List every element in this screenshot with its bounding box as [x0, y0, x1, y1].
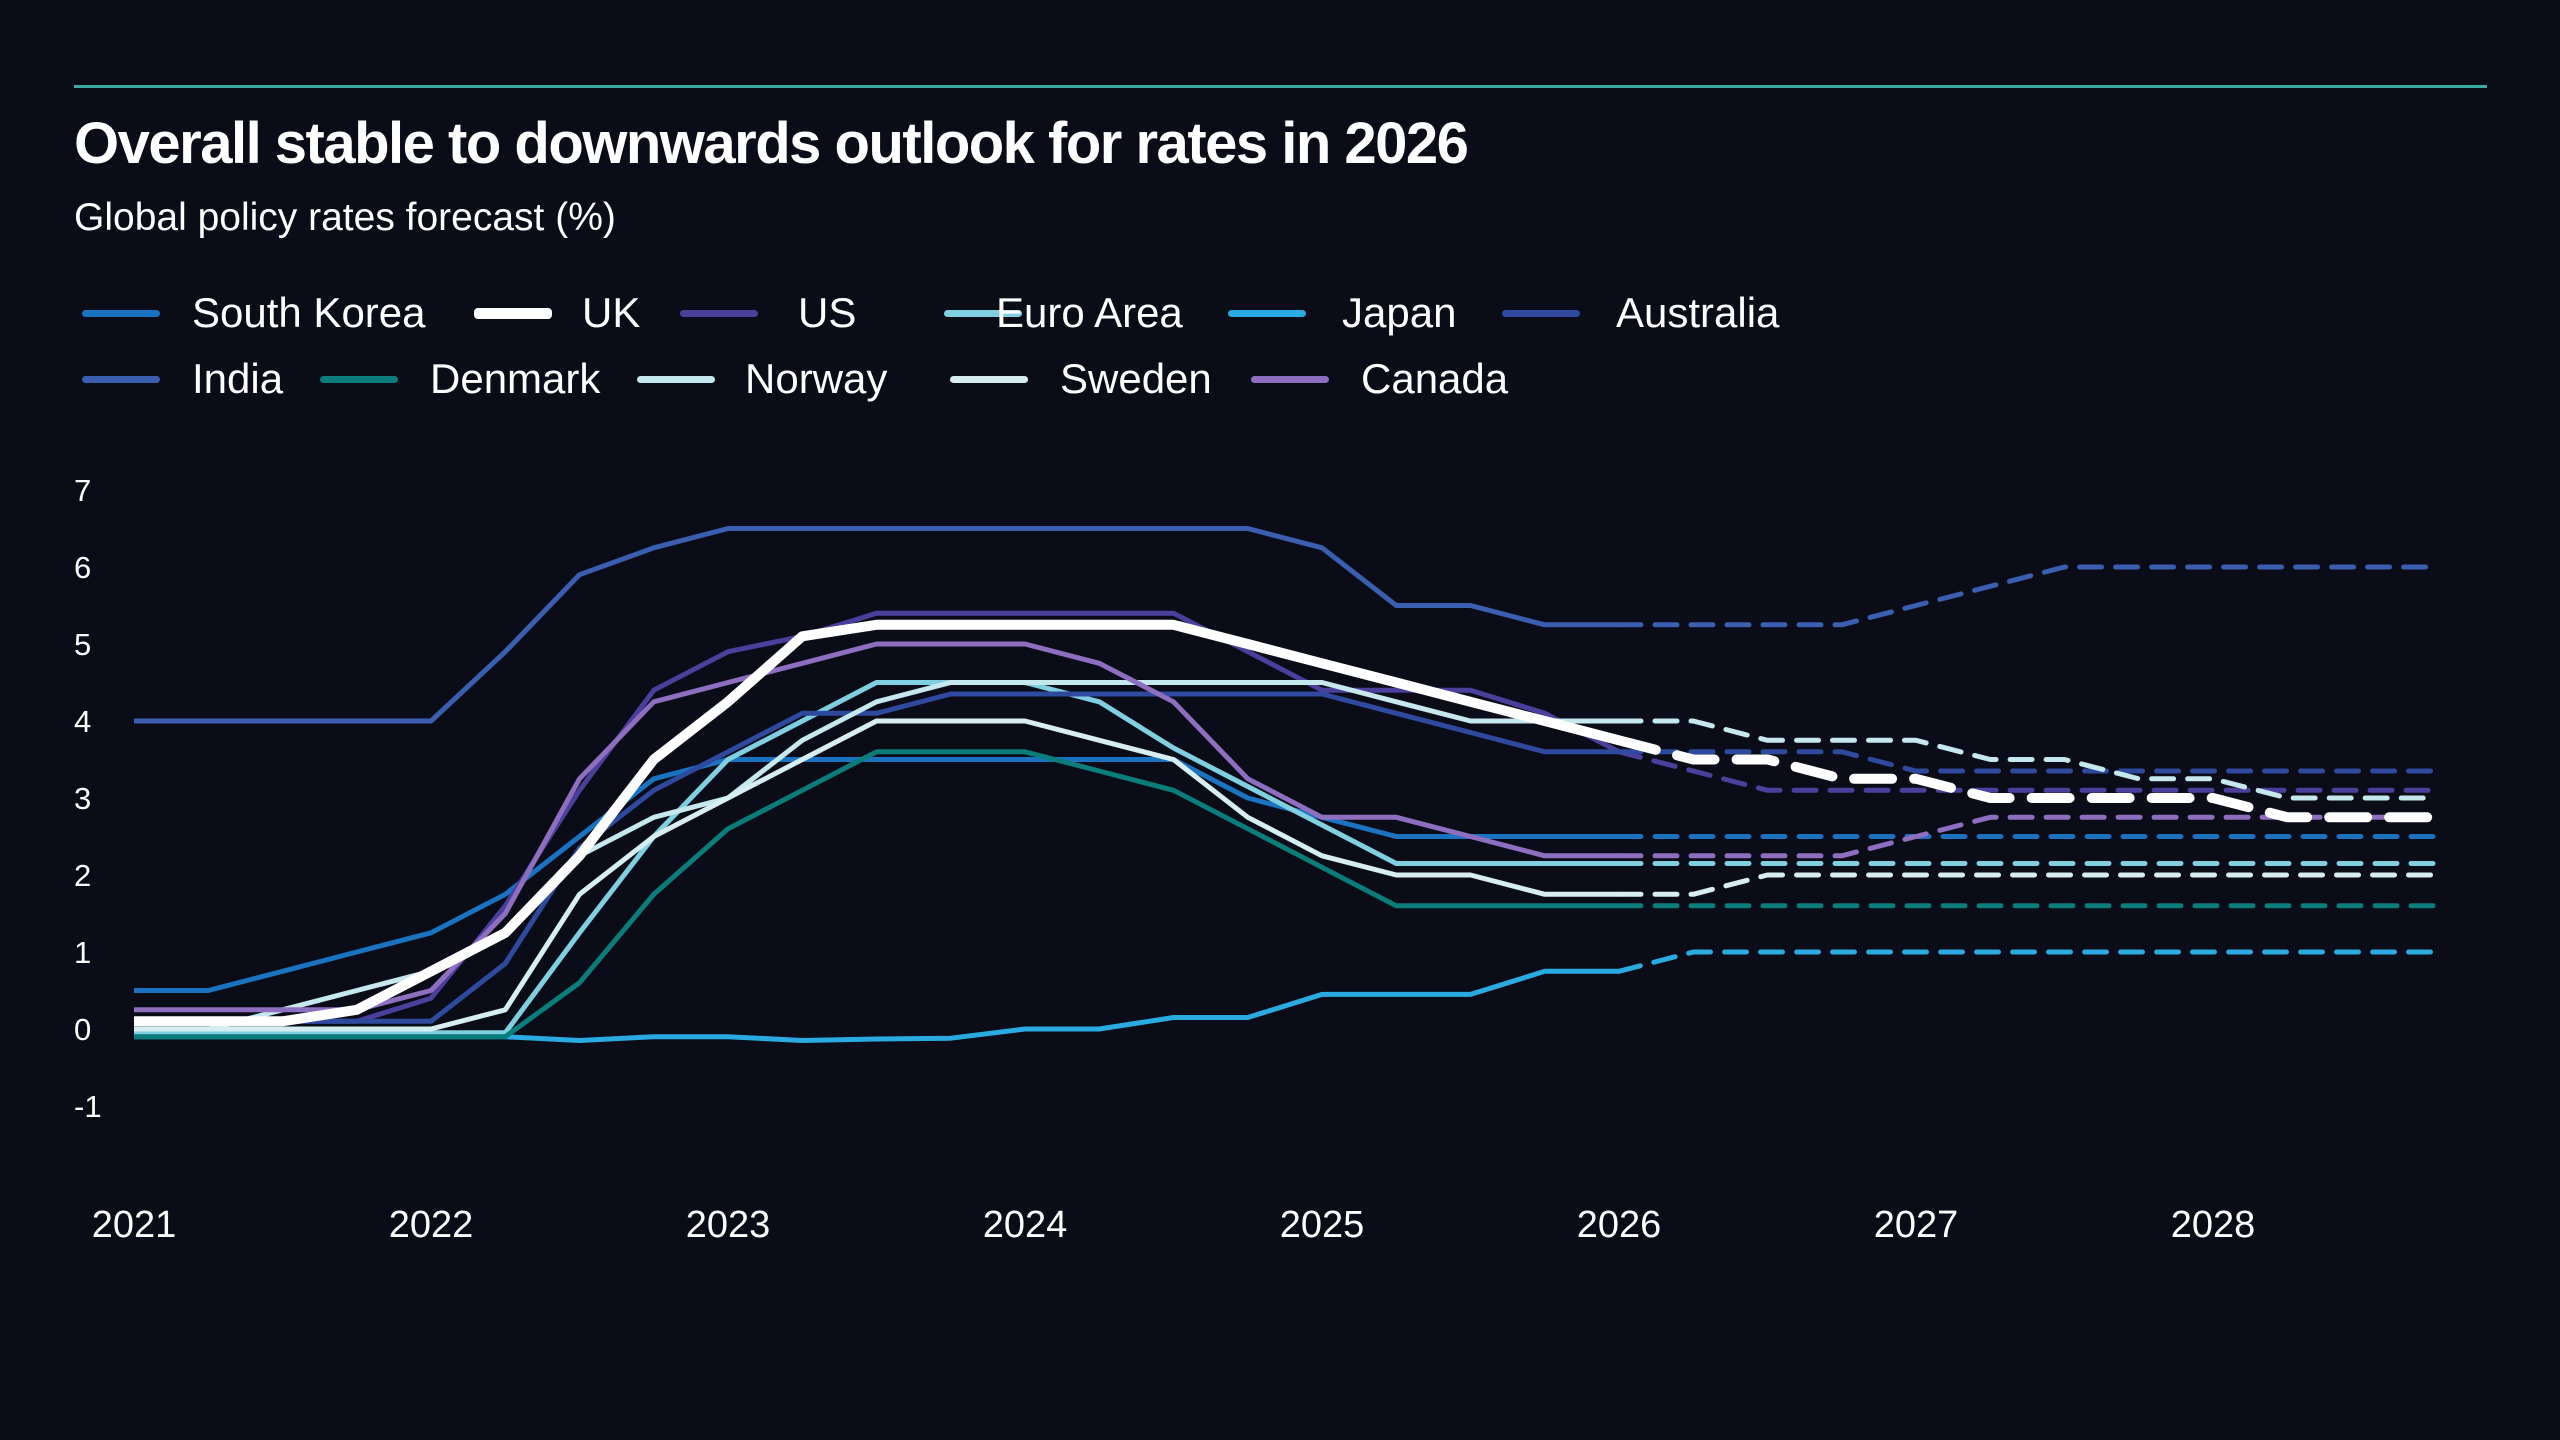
legend-label: Canada [1361, 355, 1509, 402]
y-tick-label: 2 [74, 858, 91, 893]
forecast-line-sweden [1616, 872, 2439, 897]
legend-swatch [680, 309, 758, 317]
actual-line-canada [134, 641, 1619, 1013]
legend-item-denmark: Denmark [320, 354, 600, 404]
legend-swatch [82, 375, 160, 383]
y-tick-label: 3 [74, 781, 91, 816]
actual-line-uk [134, 619, 1621, 1027]
legend-item-norway: Norway [637, 354, 887, 404]
forecast-line-india [1616, 564, 2439, 628]
y-tick-label: 7 [74, 473, 91, 508]
y-tick-label: 5 [74, 627, 91, 662]
legend-label: India [192, 355, 284, 402]
series-japan [134, 949, 2439, 1043]
actual-line-south-korea [134, 757, 1619, 993]
y-tick-label: 6 [74, 550, 91, 585]
legend-label: Norway [745, 355, 888, 402]
x-tick-label: 2024 [983, 1204, 1068, 1246]
forecast-line-us [1616, 749, 2439, 793]
actual-line-sweden [134, 718, 1619, 1032]
x-tick-label: 2023 [686, 1204, 771, 1246]
legend-swatch [82, 309, 160, 317]
x-tick-label: 2021 [92, 1204, 177, 1246]
legend-item-japan: Japan [1228, 288, 1456, 338]
legend-label: UK [582, 289, 641, 336]
series-norway [134, 680, 2439, 1032]
y-tick-label: -1 [74, 1089, 102, 1124]
x-tick-label: 2025 [1280, 1204, 1365, 1246]
legend-label: US [798, 289, 857, 336]
legend-swatch [637, 375, 715, 383]
legend-label: Australia [1616, 289, 1780, 336]
legend-label: Sweden [1060, 355, 1212, 402]
y-tick-label: 4 [74, 704, 91, 739]
series-south-korea [134, 757, 2439, 993]
y-tick-label: 0 [74, 1012, 91, 1047]
chart-title: Overall stable to downwards outlook for … [74, 111, 1469, 176]
y-tick-label: 1 [74, 935, 91, 970]
actual-line-norway [134, 680, 1619, 1032]
legend-item-uk: UK [474, 288, 640, 338]
legend-swatch [950, 375, 1028, 383]
actual-line-us [134, 610, 1621, 1024]
legend-swatch [320, 375, 398, 383]
series-us [134, 610, 2439, 1024]
legend-label: Denmark [430, 355, 601, 402]
series-euro-area [134, 680, 2439, 1036]
series-canada [134, 641, 2439, 1013]
x-tick-label: 2027 [1874, 1204, 1959, 1246]
actual-line-denmark [134, 749, 1619, 1040]
legend-item-euro-area: Euro Area [944, 288, 1183, 338]
forecast-line-australia [1616, 749, 2439, 774]
series-uk [134, 619, 2441, 1027]
legend-item-us: US [680, 288, 856, 338]
legend-swatch [944, 309, 1022, 317]
x-tick-label: 2026 [1577, 1204, 1662, 1246]
legend-item-canada: Canada [1251, 354, 1508, 404]
forecast-line-japan [1616, 949, 2439, 974]
series-sweden [134, 718, 2439, 1032]
legend-label: Japan [1342, 289, 1457, 336]
forecast-line-norway [1616, 718, 2439, 801]
legend-label: Euro Area [996, 289, 1183, 336]
x-tick-label: 2028 [2171, 1204, 2256, 1246]
actual-line-euro-area [134, 680, 1619, 1036]
actual-line-india [134, 526, 1619, 724]
legend-item-south-korea: South Korea [82, 288, 426, 338]
series-india [134, 526, 2439, 724]
legend-item-sweden: Sweden [950, 354, 1212, 404]
legend-swatch [474, 307, 552, 319]
series-denmark [134, 749, 2439, 1040]
series-australia [134, 691, 2439, 1024]
legend-item-australia: Australia [1502, 288, 1779, 338]
forecast-line-uk [1614, 735, 2441, 823]
chart-subtitle: Global policy rates forecast (%) [74, 196, 616, 239]
legend-swatch [1502, 309, 1580, 317]
legend-swatch [1228, 309, 1306, 317]
legend-label: South Korea [192, 289, 426, 336]
legend-swatch [1251, 375, 1329, 383]
x-tick-label: 2022 [389, 1204, 474, 1246]
accent-rule [74, 85, 2487, 88]
legend-item-india: India [82, 354, 283, 404]
actual-line-australia [134, 691, 1619, 1024]
